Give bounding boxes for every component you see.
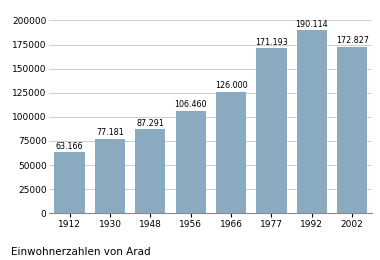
Text: 106.460: 106.460 <box>174 100 207 109</box>
Bar <box>135 129 165 213</box>
Text: Einwohnerzahlen von Arad: Einwohnerzahlen von Arad <box>11 248 151 257</box>
Bar <box>95 139 125 213</box>
Text: 171.193: 171.193 <box>255 38 288 47</box>
Text: 63.166: 63.166 <box>56 142 83 151</box>
Text: 172.827: 172.827 <box>336 36 369 45</box>
Text: 190.114: 190.114 <box>296 20 328 29</box>
Text: 126.000: 126.000 <box>215 81 247 90</box>
Bar <box>216 92 246 213</box>
Bar <box>256 48 287 213</box>
Bar <box>54 152 85 213</box>
Bar <box>176 110 206 213</box>
Text: 87.291: 87.291 <box>136 119 164 128</box>
Bar <box>337 47 367 213</box>
Text: 77.181: 77.181 <box>96 128 124 137</box>
Bar <box>297 30 327 213</box>
